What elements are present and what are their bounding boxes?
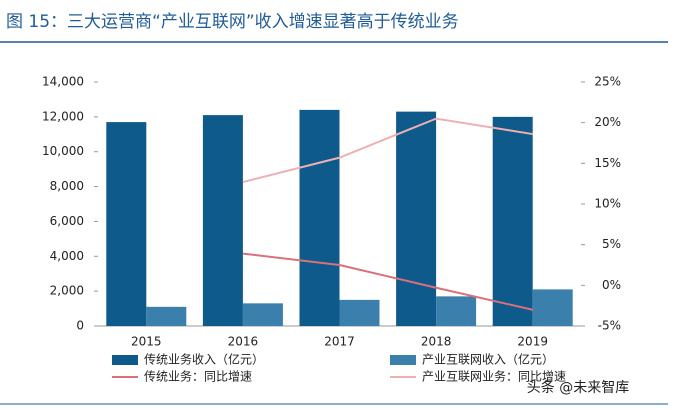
line (242, 117, 533, 184)
legend-swatch (390, 355, 416, 365)
bar (299, 109, 340, 326)
bar (532, 289, 573, 326)
bar (242, 303, 283, 326)
bar (106, 122, 147, 326)
bar (436, 296, 477, 326)
y-tick-label: 12,000 (42, 109, 84, 123)
y-tick-label: 4,000 (50, 249, 84, 263)
legend-label: 传统业务：同比增速 (144, 369, 252, 384)
y2-tick-label: 0% (602, 278, 621, 292)
y2-tick-label: 15% (594, 156, 621, 170)
legend-label: 产业互联网收入（亿元） (422, 352, 554, 367)
x-tick-label: 2015 (131, 335, 162, 349)
y2-tick-label: 20% (594, 115, 621, 129)
y-tick-label: 10,000 (42, 144, 84, 158)
bar (339, 299, 380, 326)
watermark: 头条 @未来智库 (527, 379, 629, 396)
y-tick-label: 0 (76, 319, 84, 333)
bar (146, 306, 187, 326)
legend-label: 产业互联网业务：同比增速 (422, 369, 566, 384)
x-tick-label: 2017 (324, 335, 355, 349)
y2-tick-label: 10% (594, 197, 621, 211)
bar (396, 111, 437, 326)
bar (202, 115, 243, 326)
chart-title: 图 15：三大运营商“产业互联网”收入增速显著高于传统业务 (6, 12, 459, 32)
legend-swatch (112, 355, 138, 365)
y2-tick-label: 5% (602, 237, 621, 251)
y2-tick-label: 25% (594, 75, 621, 89)
y-tick-label: 2,000 (50, 284, 84, 298)
legend-label: 传统业务收入（亿元） (144, 352, 264, 367)
y-tick-label: 6,000 (50, 214, 84, 228)
y-tick-label: 8,000 (50, 179, 84, 193)
x-tick-label: 2016 (228, 335, 259, 349)
line (242, 252, 533, 311)
x-tick-label: 2019 (517, 335, 548, 349)
x-tick-label: 2018 (421, 335, 452, 349)
bar (492, 116, 533, 326)
y-tick-label: 14,000 (42, 75, 84, 89)
y2-tick-label: -5% (598, 319, 621, 333)
